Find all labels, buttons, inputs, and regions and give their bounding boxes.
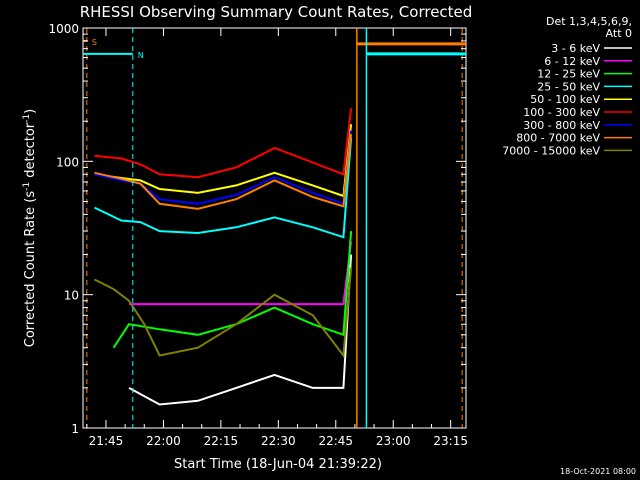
y-axis-label: Corrected Count Rate (s-1 detector-1) <box>22 109 38 347</box>
y-tick-label: 100 <box>56 155 79 169</box>
x-axis-label: Start Time (18-Jun-04 21:39:22) <box>174 457 382 472</box>
series-line-4 <box>94 137 353 239</box>
y-axis-label-sup2: -1 <box>22 114 32 123</box>
x-tick-label: 22:30 <box>261 434 296 448</box>
legend-header-2: Att 0 <box>606 27 632 40</box>
flag-label: N <box>138 51 144 60</box>
y-tick-label: 10 <box>64 289 79 303</box>
y-axis-label-sup1: -1 <box>22 182 32 191</box>
footer-date: 18-Oct-2021 08:00 <box>560 467 636 476</box>
flags-layer: SN <box>83 28 466 428</box>
y-axis-label-main: Corrected Count Rate (s <box>23 191 38 348</box>
series-line-1 <box>128 254 353 406</box>
legend-label: 12 - 25 keV <box>537 68 600 81</box>
legend-label: 3 - 6 keV <box>551 42 600 55</box>
x-tick-label: 23:00 <box>376 434 411 448</box>
legend-label: 100 - 300 keV <box>523 106 600 119</box>
flag-label: S <box>92 38 97 47</box>
x-tick-label: 22:45 <box>318 434 353 448</box>
y-axis-label-end: ) <box>23 109 38 114</box>
legend-label: 50 - 100 keV <box>530 93 600 106</box>
chart-title: RHESSI Observing Summary Count Rates, Co… <box>80 3 473 21</box>
plot-area <box>82 27 467 429</box>
x-tick-label: 22:00 <box>146 434 181 448</box>
series-line-6 <box>94 108 353 179</box>
x-axis: 21:45 22:00 22:15 22:30 22:45 23:00 23:15 <box>86 28 468 448</box>
series-layer <box>94 108 353 406</box>
series-line-5 <box>94 124 353 198</box>
x-tick-label: 22:15 <box>204 434 239 448</box>
series-line-2 <box>129 241 353 306</box>
series-line-8 <box>94 133 353 210</box>
legend-label: 300 - 800 keV <box>523 119 600 132</box>
y-tick-label: 1000 <box>48 22 79 36</box>
legend-label: 7000 - 15000 keV <box>502 144 600 157</box>
series-line-9 <box>94 267 353 359</box>
y-axis: 1 10 100 1000 <box>48 22 466 436</box>
legend-header-1: Det 1,3,4,5,6,9, <box>546 15 632 28</box>
plot-frame <box>82 27 467 429</box>
series-line-3 <box>112 231 353 349</box>
legend-label: 800 - 7000 keV <box>516 132 600 145</box>
x-tick-label: 23:15 <box>433 434 468 448</box>
y-axis-label-mid: detector <box>23 122 38 182</box>
legend-label: 6 - 12 keV <box>544 55 600 68</box>
legend-label: 25 - 50 keV <box>537 80 600 93</box>
x-tick-label: 21:45 <box>89 434 124 448</box>
y-tick-label: 1 <box>71 422 79 436</box>
